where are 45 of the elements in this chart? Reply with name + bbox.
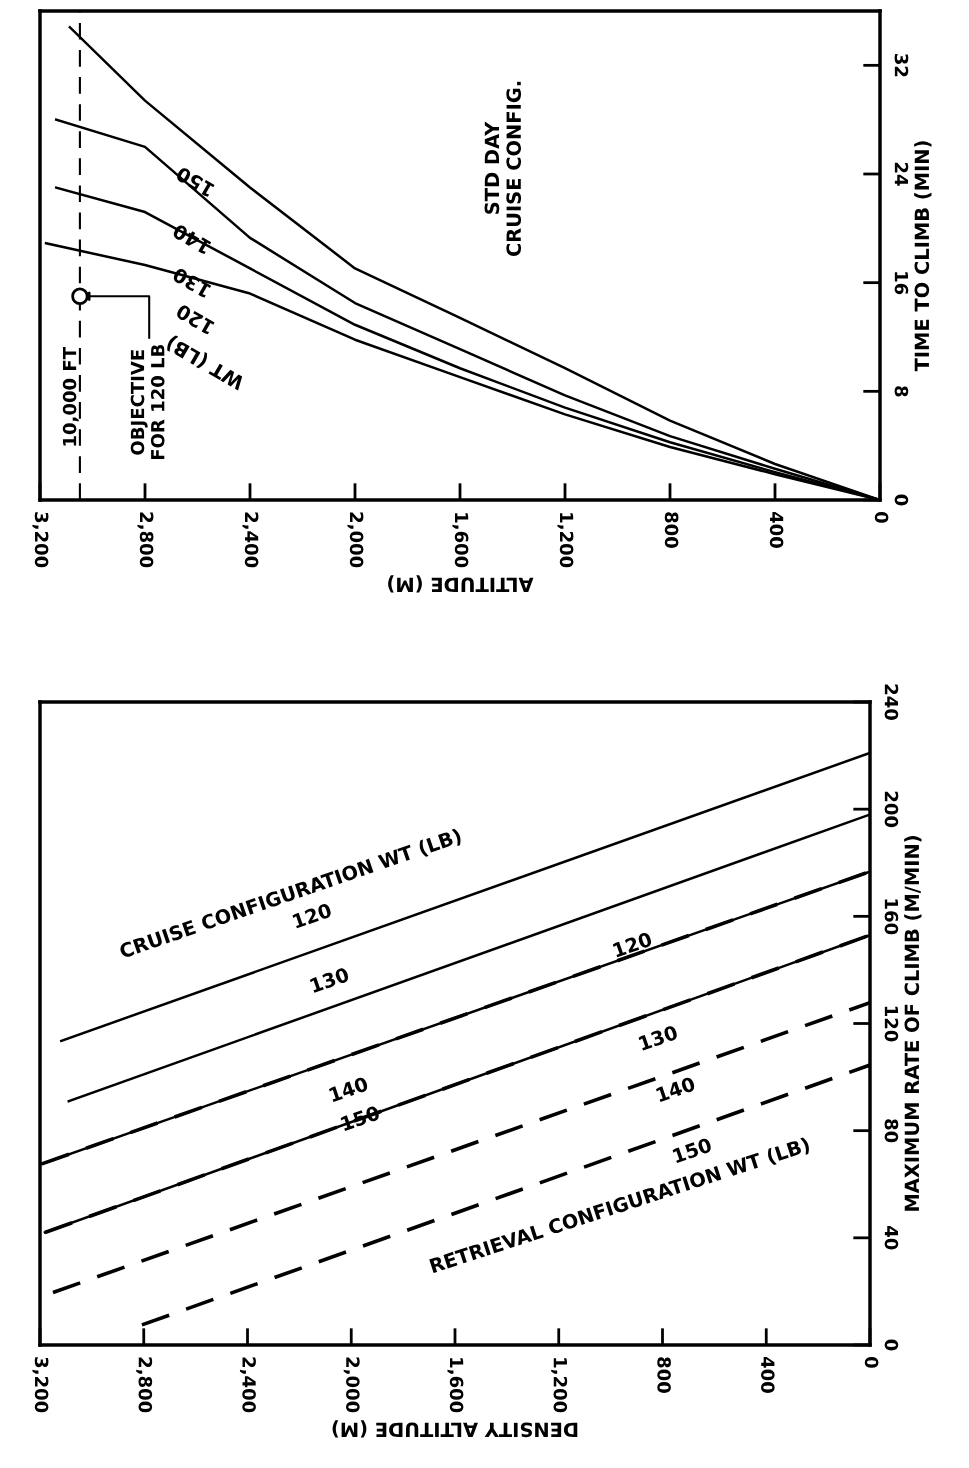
x-tick-label: 0 — [874, 511, 889, 523]
y-tick-label: 40 — [884, 1226, 899, 1250]
x-tick-label: 2,800 — [137, 512, 154, 568]
annotation: 140 — [655, 1076, 696, 1103]
x-tick-label: 2,400 — [239, 1357, 256, 1413]
y-axis-title: MAXIMUM RATE OF CLIMB (M/MIN) — [904, 836, 922, 1211]
annotation: 130 — [309, 966, 350, 993]
y-tick-label: 80 — [884, 1119, 899, 1143]
annotation: 140 — [328, 1076, 369, 1103]
y-tick-label: 32 — [894, 53, 909, 77]
x-axis-title: DENSITY ALTITUDE (M) — [332, 1420, 578, 1438]
annotation: 120 — [612, 931, 653, 958]
x-tick-label: 1,200 — [551, 1358, 568, 1413]
x-tick-label: 3,200 — [32, 1357, 49, 1413]
x-tick-label: 800 — [657, 1357, 671, 1393]
y-tick-label: 120 — [884, 1006, 899, 1042]
annotation: 150 — [672, 1137, 713, 1164]
x-tick-label: 3,200 — [32, 512, 49, 568]
y-tick-label: 160 — [884, 899, 899, 935]
x-tick-label: 2,400 — [242, 512, 259, 568]
y-tick-label: 8 — [894, 386, 909, 397]
y-tick-label: 200 — [884, 791, 899, 828]
ref-line-label: 10,000 FT — [62, 347, 79, 446]
y-tick-label: 0 — [894, 494, 909, 506]
annotation: WT (LB) — [164, 333, 247, 392]
y-tick-label: 16 — [894, 272, 909, 295]
y-tick-label: 240 — [884, 684, 899, 720]
x-tick-label: 1,200 — [557, 513, 574, 568]
x-tick-label: 800 — [664, 512, 679, 548]
annotation: 120 — [174, 303, 215, 335]
annotation: OBJECTIVE FOR 120 LB — [130, 344, 165, 460]
x-tick-label: 2,000 — [343, 1357, 360, 1413]
y-tick-label: 24 — [894, 162, 909, 186]
x-axis-title: ALTITUDE (M) — [388, 575, 534, 593]
x-tick-label: 1,600 — [452, 513, 469, 568]
annotation: 130 — [638, 1024, 679, 1051]
x-tick-label: 1,600 — [447, 1358, 464, 1413]
annotation: STD DAY CRUISE CONFIG. — [484, 81, 522, 257]
x-tick-label: 400 — [769, 511, 784, 548]
x-tick-label: 2,800 — [136, 1357, 153, 1413]
x-tick-label: 2,000 — [347, 512, 364, 568]
x-tick-label: 400 — [761, 1356, 775, 1393]
y-tick-label: 0 — [884, 1339, 899, 1351]
x-tick-label: 0 — [864, 1356, 879, 1368]
y-axis-title: TIME TO CLIMB (MIN) — [914, 141, 932, 372]
